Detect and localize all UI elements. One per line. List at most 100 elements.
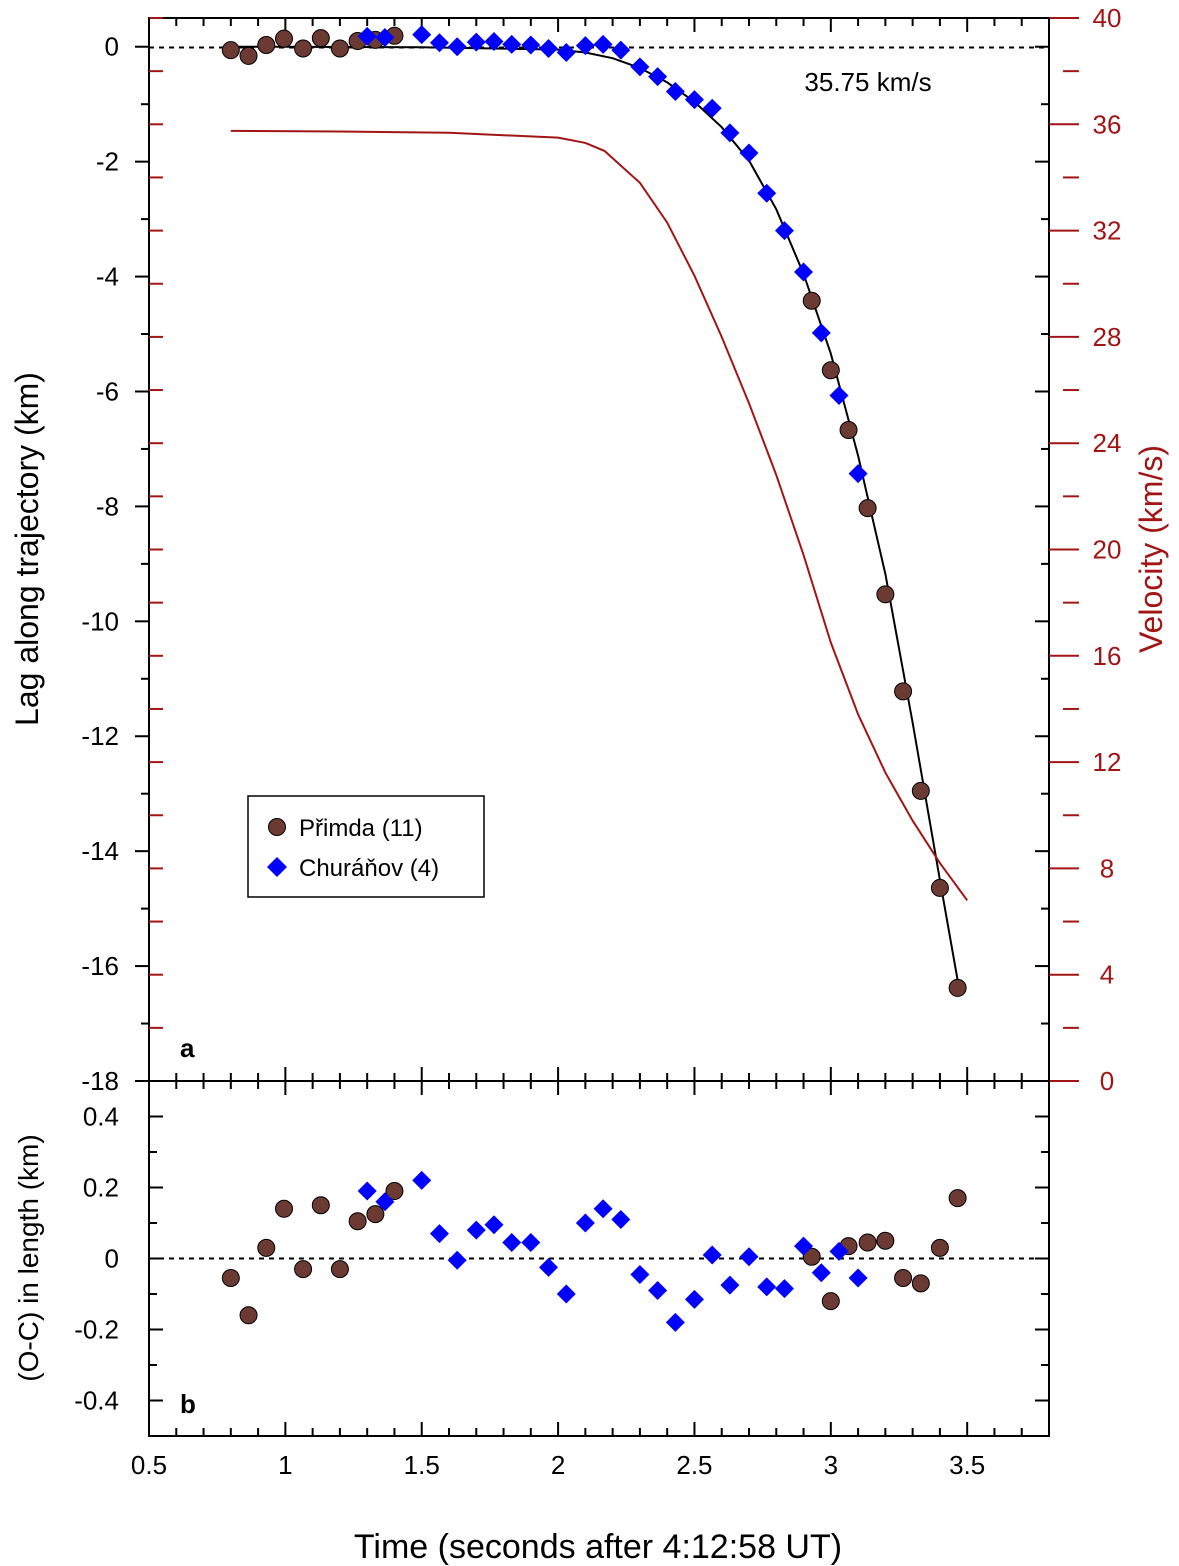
lag-churanov-point (811, 323, 831, 343)
lag-churanov-point (593, 34, 613, 54)
velocity-annotation: 35.75 km/s (804, 67, 931, 97)
y-tick-label: -14 (81, 836, 119, 866)
residual-tick-label: -0.2 (74, 1315, 119, 1345)
residual-churanov-point (484, 1215, 504, 1235)
residual-primda-point (221, 1269, 240, 1288)
velocity-tick-label: 8 (1100, 853, 1114, 883)
velocity-tick-label: 24 (1093, 428, 1122, 458)
residual-primda-point (876, 1231, 895, 1250)
panel-a-points (221, 25, 967, 997)
panel-a-velocity-ticks: 0 4 8 12 16 20 24 28 32 36 40 (149, 3, 1121, 1096)
lag-churanov-point (848, 464, 868, 484)
legend-marker-primda (268, 818, 286, 836)
legend: Přimda (11) Churáňov (4) (247, 795, 485, 898)
legend-marker-churanov (267, 857, 287, 877)
residual-churanov-point (466, 1220, 486, 1240)
residual-primda-point (275, 1199, 293, 1218)
residual-primda-point (858, 1233, 877, 1252)
panel-a-x-ticks (148, 18, 1050, 1081)
lag-churanov-point (702, 98, 722, 118)
residual-primda-point (948, 1189, 967, 1208)
residual-churanov-point (665, 1312, 685, 1332)
x-tick-label: 2 (551, 1450, 565, 1480)
residual-tick-label: 0.2 (83, 1173, 119, 1203)
y-tick-label: -4 (96, 262, 119, 292)
velocity-tick-label: 28 (1093, 322, 1122, 352)
velocity-tick-label: 20 (1093, 535, 1122, 565)
residual-primda-point (894, 1269, 913, 1288)
residual-primda-point (802, 1247, 821, 1266)
lag-churanov-point (375, 28, 395, 48)
lag-churanov-point (774, 221, 794, 241)
panel-a-lines (230, 45, 969, 989)
residual-churanov-point (774, 1279, 794, 1299)
residual-churanov-point (375, 1192, 395, 1212)
lag-churanov-point (648, 67, 668, 87)
lag-primda-point (839, 420, 858, 439)
lag-primda-point (894, 682, 913, 701)
residual-churanov-point (502, 1233, 522, 1253)
panel-b-points (221, 1170, 967, 1332)
lag-primda-point (239, 46, 258, 65)
lag-churanov-point (630, 57, 650, 77)
residual-churanov-point (702, 1245, 722, 1265)
lag-primda-point (330, 39, 349, 58)
residual-churanov-point (739, 1247, 759, 1267)
residual-primda-point (385, 1182, 404, 1201)
residual-primda-point (311, 1196, 330, 1215)
lag-churanov-point (466, 32, 486, 52)
y-axis-title-lag: Lag along trajectory (km) (9, 372, 45, 726)
residual-primda-point (239, 1306, 258, 1325)
residual-primda-point (294, 1260, 313, 1279)
y-tick-label: -12 (81, 721, 119, 751)
lag-primda-point (876, 585, 895, 604)
lag-primda-point (858, 499, 877, 518)
residual-churanov-point (648, 1280, 668, 1300)
velocity-tick-label: 40 (1093, 3, 1122, 33)
panel-b-label: b (180, 1389, 196, 1419)
lag-primda-point (911, 781, 930, 800)
y-tick-label: 0 (105, 32, 119, 62)
y-tick-label: -10 (81, 606, 119, 636)
y-tick-label: -6 (96, 376, 119, 406)
x-tick-label: 1.5 (404, 1450, 440, 1480)
legend-label-primda: Přimda (11) (299, 815, 423, 842)
velocity-tick-label: 0 (1100, 1066, 1114, 1096)
x-axis-title: Time (seconds after 4:12:58 UT) (354, 1528, 842, 1566)
lag-churanov-point (484, 32, 504, 52)
legend-box (247, 795, 485, 898)
lag-churanov-point (447, 37, 467, 57)
residual-churanov-point (611, 1209, 631, 1229)
lag-churanov-point (720, 123, 740, 143)
lag-fit-curve (230, 45, 960, 989)
lag-primda-point (948, 978, 967, 997)
residual-primda-point (930, 1238, 949, 1257)
lag-churanov-point (556, 42, 576, 62)
lag-churanov-point (502, 34, 522, 54)
lag-primda-point (221, 41, 240, 60)
residual-primda-point (257, 1238, 276, 1257)
y-tick-label: -8 (96, 491, 119, 521)
legend-label-churanov: Churáňov (4) (299, 855, 439, 882)
panel-a-label: a (180, 1033, 195, 1063)
lag-churanov-point (794, 262, 814, 282)
lag-churanov-point (739, 143, 759, 163)
lag-primda-point (802, 291, 821, 310)
residual-churanov-point (412, 1170, 432, 1190)
residual-churanov-point (630, 1264, 650, 1284)
velocity-tick-label: 16 (1093, 641, 1122, 671)
residual-churanov-point (811, 1263, 831, 1283)
residual-primda-point (348, 1212, 367, 1231)
residual-churanov-point (521, 1233, 541, 1253)
residual-churanov-point (757, 1277, 777, 1297)
residual-tick-label: -0.4 (74, 1386, 119, 1416)
residual-churanov-point (575, 1213, 595, 1233)
lag-primda-point (294, 39, 313, 58)
y-tick-label: -2 (96, 147, 119, 177)
lag-churanov-point (357, 26, 377, 46)
velocity-tick-label: 4 (1100, 960, 1114, 990)
panel-a-y-ticks: 0 -2 -4 -6 -8 -10 -12 -14 -16 -18 (81, 32, 1049, 1096)
residual-tick-label: 0.4 (83, 1102, 119, 1132)
